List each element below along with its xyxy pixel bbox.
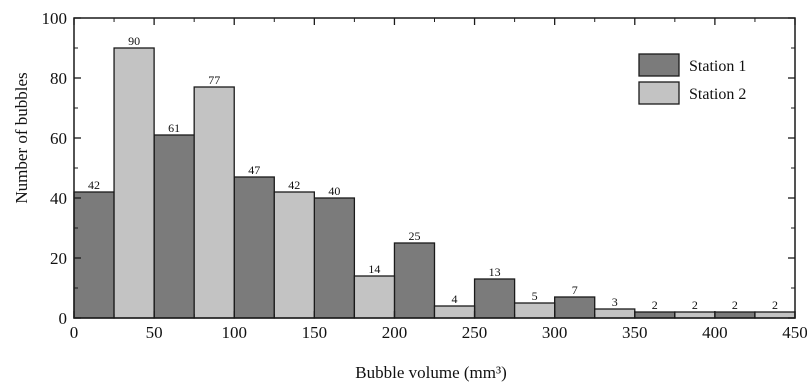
x-tick-label: 150 — [302, 323, 328, 342]
x-tick-label: 50 — [146, 323, 163, 342]
data-label: 2 — [772, 298, 778, 312]
data-label: 4 — [452, 292, 458, 306]
legend-label-2: Station 2 — [689, 86, 746, 103]
legend-swatch-1 — [639, 54, 679, 76]
x-axis-title: Bubble volume (mm³) — [355, 363, 506, 382]
data-label: 42 — [288, 178, 300, 192]
bar-series-1 — [635, 312, 675, 318]
bar-series-2 — [274, 192, 314, 318]
data-label: 42 — [88, 178, 100, 192]
bar-series-2 — [194, 87, 234, 318]
x-tick-label: 400 — [702, 323, 728, 342]
data-label: 77 — [208, 73, 220, 87]
y-axis-title: Number of bubbles — [12, 72, 31, 203]
x-tick-label: 100 — [221, 323, 247, 342]
bar-series-1 — [154, 135, 194, 318]
bar-series-2 — [675, 312, 715, 318]
y-tick-label: 100 — [42, 9, 68, 28]
bar-series-2 — [755, 312, 795, 318]
bar-series-2 — [354, 276, 394, 318]
bar-series-2 — [435, 306, 475, 318]
data-label: 40 — [328, 184, 340, 198]
data-label: 3 — [612, 295, 618, 309]
x-tick-label: 350 — [622, 323, 648, 342]
bar-series-1 — [475, 279, 515, 318]
data-label: 2 — [732, 298, 738, 312]
legend: Station 1 Station 2 — [639, 54, 746, 104]
bar-series-2 — [114, 48, 154, 318]
data-label: 61 — [168, 121, 180, 135]
bars-layer — [74, 48, 795, 318]
x-tick-label: 0 — [70, 323, 79, 342]
legend-label-1: Station 1 — [689, 58, 746, 75]
bar-series-1 — [394, 243, 434, 318]
data-label: 2 — [652, 298, 658, 312]
bar-series-1 — [314, 198, 354, 318]
data-label: 47 — [248, 163, 260, 177]
data-label: 5 — [532, 289, 538, 303]
y-tick-label: 20 — [50, 249, 67, 268]
bar-series-1 — [234, 177, 274, 318]
data-label: 7 — [572, 283, 578, 297]
data-label: 90 — [128, 34, 140, 48]
y-tick-label: 60 — [50, 129, 67, 148]
x-tick-label: 250 — [462, 323, 488, 342]
bar-series-2 — [515, 303, 555, 318]
data-label: 14 — [368, 262, 380, 276]
x-tick-label: 450 — [782, 323, 807, 342]
legend-swatch-2 — [639, 82, 679, 104]
y-tick-label: 80 — [50, 69, 67, 88]
x-tick-label: 200 — [382, 323, 408, 342]
bar-series-1 — [74, 192, 114, 318]
bar-series-2 — [595, 309, 635, 318]
data-label: 13 — [489, 265, 501, 279]
bar-series-1 — [715, 312, 755, 318]
bar-series-1 — [555, 297, 595, 318]
data-label: 2 — [692, 298, 698, 312]
data-label: 25 — [408, 229, 420, 243]
y-tick-label: 40 — [50, 189, 67, 208]
y-tick-label: 0 — [59, 309, 68, 328]
x-tick-label: 300 — [542, 323, 568, 342]
